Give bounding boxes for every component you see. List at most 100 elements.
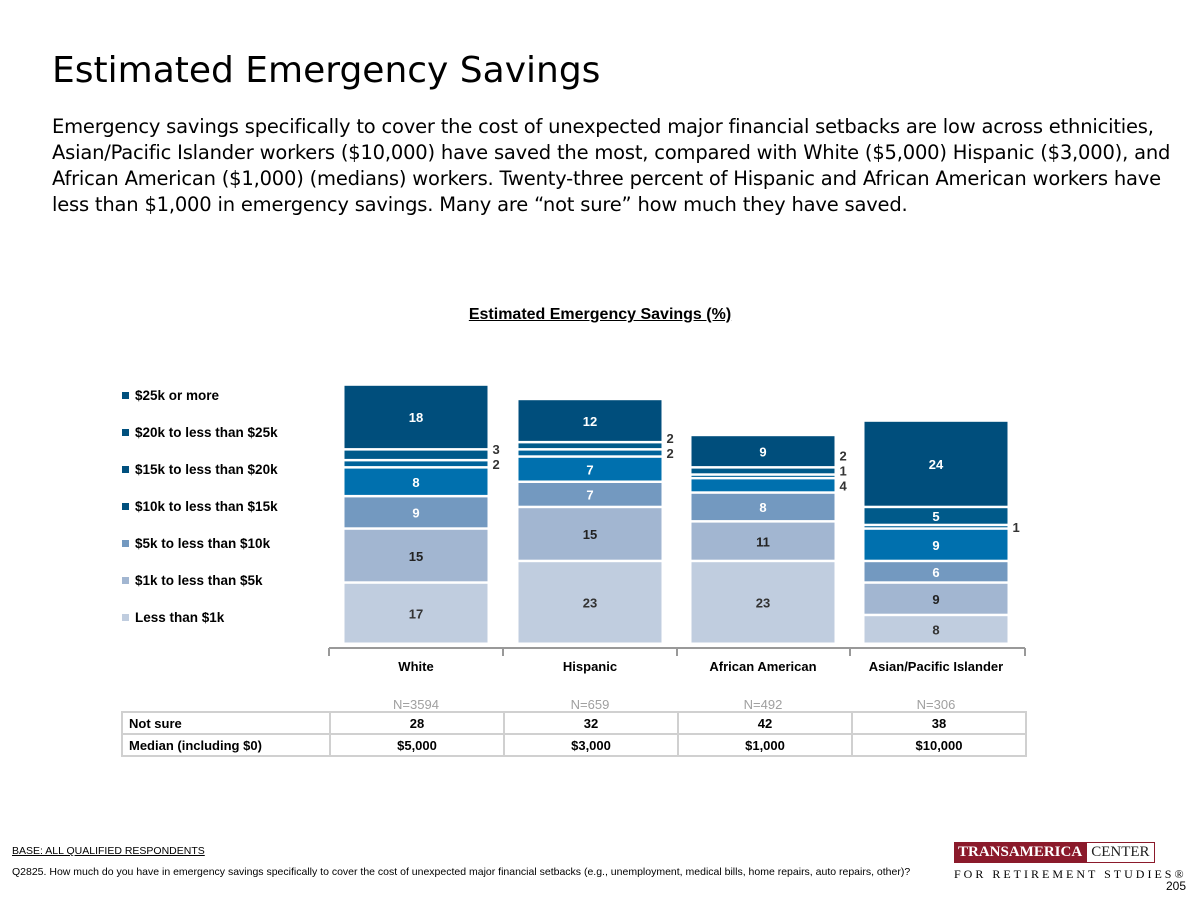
bar-segment	[864, 526, 1008, 528]
data-label: 9	[759, 444, 766, 459]
legend-swatch	[122, 540, 129, 547]
bar-segment	[344, 529, 488, 582]
data-label: 9	[932, 592, 939, 607]
bar-segment	[518, 508, 662, 560]
legend-swatch	[122, 466, 129, 473]
chart-title: Estimated Emergency Savings (%)	[468, 306, 732, 323]
bar-segment	[864, 583, 1008, 614]
data-label: 11	[756, 534, 770, 549]
data-label: 2	[667, 446, 674, 461]
data-label: 8	[759, 500, 766, 515]
legend-label: $10k to less than $15k	[135, 499, 278, 514]
bar-segment	[344, 385, 488, 449]
legend-swatch	[122, 392, 129, 399]
x-tick-label: White	[398, 659, 433, 674]
logo-text: CENTER	[1086, 842, 1155, 863]
base-note: BASE: ALL QUALIFIED RESPONDENTS	[12, 845, 205, 857]
legend-item: $10k to less than $15k	[122, 499, 278, 514]
legend-item: $15k to less than $20k	[122, 462, 278, 477]
data-label: 9	[412, 506, 419, 521]
data-label: 5	[932, 509, 939, 524]
data-label: 6	[932, 565, 939, 580]
table-row: Not sure 28 32 42 38	[121, 711, 1027, 735]
bar-segment	[344, 583, 488, 643]
legend-label: $15k to less than $20k	[135, 462, 278, 477]
bar-segment	[518, 400, 662, 441]
x-tick-label: Asian/Pacific Islander	[869, 659, 1003, 674]
summary-table: Not sure 28 32 42 38 Median (including $…	[121, 711, 1027, 757]
x-tick-label: African American	[709, 659, 816, 674]
data-label: 2	[667, 431, 674, 446]
bar-segment	[691, 493, 835, 521]
bar-segment	[864, 562, 1008, 582]
table-row: Median (including $0) $5,000 $3,000 $1,0…	[121, 733, 1027, 757]
data-label: 4	[840, 479, 848, 494]
data-label: 17	[409, 606, 423, 621]
bar-segment	[518, 483, 662, 506]
sample-size: N=306	[916, 697, 956, 712]
data-label: 12	[583, 414, 597, 429]
bar-segment	[518, 450, 662, 456]
bar-segment	[691, 475, 835, 477]
bar-segment	[864, 421, 1008, 506]
data-label: 8	[932, 623, 939, 638]
page-number: 205	[1166, 879, 1187, 893]
bar-segment	[518, 562, 662, 643]
bar-segment	[518, 457, 662, 481]
bar-segment	[864, 508, 1008, 524]
legend-label: Less than $1k	[135, 610, 225, 625]
cell: 32	[503, 711, 679, 735]
question-note: Q2825. How much do you have in emergency…	[12, 866, 911, 878]
bar-segment	[691, 436, 835, 467]
bar-segment	[344, 468, 488, 495]
legend-item: $5k to less than $10k	[122, 536, 270, 551]
legend-item: $20k to less than $25k	[122, 425, 278, 440]
bar-segment	[344, 497, 488, 528]
logo: TRANSAMERICA CENTER FOR RETIREMENT STUDIE…	[954, 842, 1187, 882]
bar-segment	[864, 616, 1008, 643]
data-label: 7	[586, 488, 593, 503]
data-label: 2	[840, 449, 847, 464]
logo-text: FOR RETIREMENT STUDIES®	[954, 867, 1187, 881]
bar-segment	[518, 443, 662, 449]
legend-item: $1k to less than $5k	[122, 573, 263, 588]
data-label: 18	[409, 410, 423, 425]
stacked-bar-chart: 1715982318White2315772212Hispanic2311841…	[328, 385, 1026, 674]
bar-segment	[864, 529, 1008, 560]
legend-label: $5k to less than $10k	[135, 536, 271, 551]
legend-swatch	[122, 614, 129, 621]
data-label: 15	[409, 549, 423, 564]
data-label: 23	[583, 596, 597, 611]
row-label: Median (including $0)	[121, 733, 331, 757]
x-tick-label: Hispanic	[563, 659, 617, 674]
cell: $5,000	[329, 733, 505, 757]
cell: 28	[329, 711, 505, 735]
legend-item: $25k or more	[122, 388, 219, 403]
sample-size: N=492	[743, 697, 783, 712]
bar-segment	[344, 450, 488, 459]
sample-size: N=3594	[393, 697, 439, 712]
bar-segment	[691, 468, 835, 474]
data-label: 15	[583, 527, 597, 542]
cell: $10,000	[851, 733, 1027, 757]
cell: $1,000	[677, 733, 853, 757]
data-label: 8	[412, 475, 419, 490]
page-title: Estimated Emergency Savings	[52, 50, 601, 91]
logo-text: TRANSAMERICA	[954, 842, 1087, 863]
data-label: 9	[932, 538, 939, 553]
legend-label: $25k or more	[135, 388, 220, 403]
data-label: 7	[586, 462, 593, 477]
legend-swatch	[122, 503, 129, 510]
cell: $3,000	[503, 733, 679, 757]
data-label: 1	[840, 464, 847, 479]
data-label: 24	[929, 457, 944, 472]
legend-swatch	[122, 429, 129, 436]
cell: 42	[677, 711, 853, 735]
row-label: Not sure	[121, 711, 331, 735]
bar-segment	[691, 562, 835, 643]
cell: 38	[851, 711, 1027, 735]
sample-size: N=659	[570, 697, 610, 712]
data-label: 2	[493, 457, 500, 472]
data-label: 3	[493, 442, 500, 457]
data-label: 1	[1013, 520, 1020, 535]
